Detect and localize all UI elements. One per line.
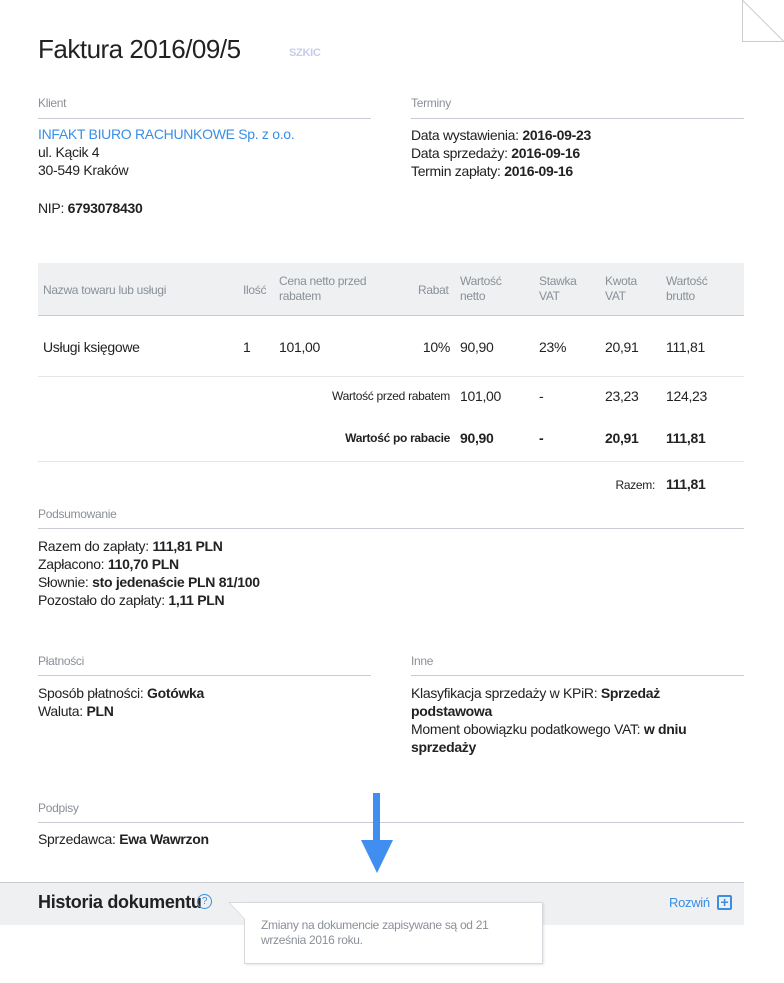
col-name: Nazwa towaru lub usługi [43, 283, 167, 297]
col-price: Cena netto przed rabatem [279, 274, 367, 303]
history-title: Historia dokumentu [38, 892, 202, 912]
page-title: Faktura 2016/09/5 [38, 34, 241, 64]
summary-label: Podsumowanie [38, 507, 117, 521]
col-net: Wartość netto [460, 274, 502, 303]
help-icon[interactable]: ? [197, 894, 212, 909]
summary-list: Razem do zapłaty: 111,81 PLN Zapłacono: … [38, 538, 260, 608]
payments-label: Płatności [38, 654, 84, 668]
payments-list: Sposób płatności: Gotówka Waluta: PLN [38, 685, 205, 719]
expand-link[interactable]: Rozwiń [669, 895, 710, 910]
col-discount: Rabat [418, 283, 449, 297]
col-qty: Ilość [243, 283, 267, 297]
client-name-link[interactable]: INFAKT BIURO RACHUNKOWE Sp. z o.o. [38, 126, 295, 142]
client-city: 30-549 Kraków [38, 162, 129, 178]
client-nip: NIP: 6793078430 [38, 200, 143, 216]
col-vat-rate: Stawka VAT [539, 274, 577, 303]
tooltip: Zmiany na dokumencie zapisywane są od 21… [228, 902, 543, 964]
col-gross: Wartość brutto [666, 274, 708, 303]
client-street: ul. Kącik 4 [38, 144, 100, 160]
table-header [38, 263, 744, 316]
tooltip-text: Zmiany na dokumencie zapisywane są od 21… [261, 918, 489, 947]
status-badge: SZKIC [289, 47, 321, 59]
other-label: Inne [411, 654, 434, 668]
signatures-label: Podpisy [38, 801, 79, 815]
total-value: 111,81 [666, 476, 706, 492]
total-label: Razem: [615, 478, 655, 492]
other-list: Klasyfikacja sprzedaży w KPiR: Sprzedaż … [411, 685, 687, 755]
col-vat-amount: Kwota VAT [605, 274, 637, 303]
page-corner-fold [742, 0, 784, 42]
arrow-down-icon [361, 793, 393, 873]
plus-icon[interactable]: + [717, 895, 732, 910]
seller: Sprzedawca: Ewa Wawrzon [38, 831, 209, 847]
terms-label: Terminy [411, 96, 451, 110]
terms-list: Data wystawienia: 2016-09-23 Data sprzed… [411, 127, 591, 179]
client-label: Klient [38, 96, 67, 110]
